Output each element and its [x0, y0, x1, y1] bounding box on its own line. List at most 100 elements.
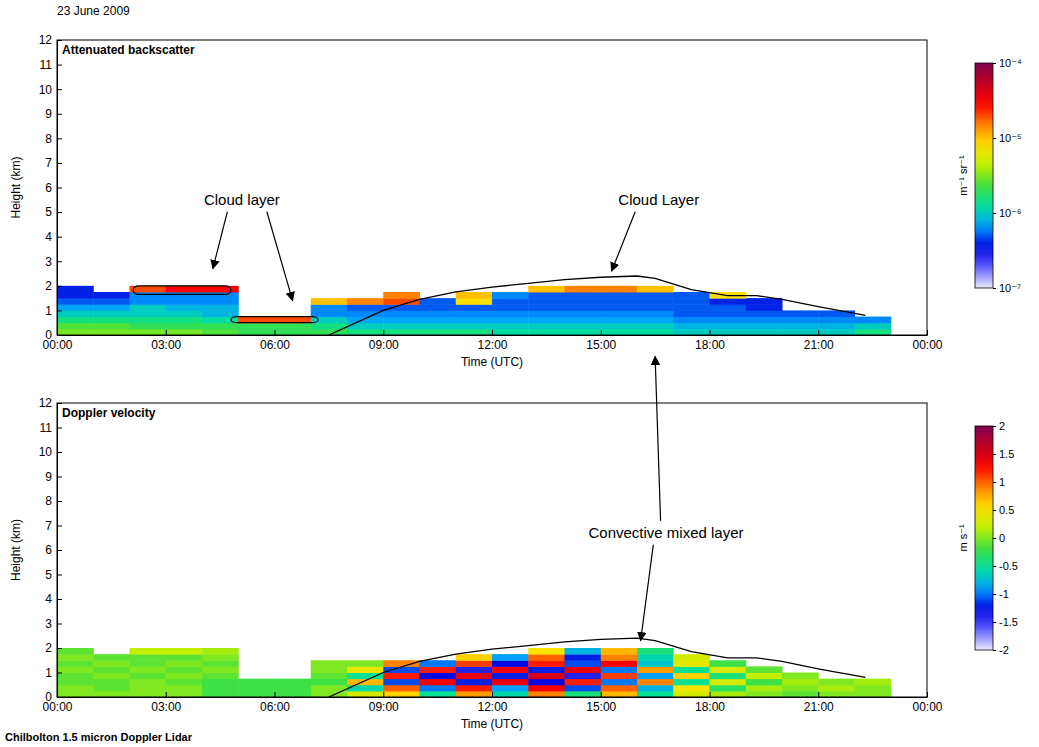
- tick-mark: [993, 538, 996, 539]
- colorbar-title: m⁻¹ sr⁻¹: [957, 155, 969, 196]
- tick-label: 18:00: [695, 700, 725, 714]
- panel: 00:0003:0006:0009:0012:0015:0018:0021:00…: [9, 356, 1018, 731]
- tick-label: 12:00: [477, 338, 507, 352]
- heatmap-cell: [673, 310, 710, 317]
- heatmap-cell: [383, 329, 420, 335]
- heatmap-cell: [601, 654, 638, 661]
- tick-mark: [818, 330, 819, 335]
- tick-label: 8: [45, 494, 52, 508]
- tick-mark: [57, 237, 62, 238]
- tick-label: 12:00: [477, 700, 507, 714]
- heatmap-cell: [601, 317, 638, 324]
- heatmap-cell: [637, 660, 674, 667]
- heatmap-cell: [130, 660, 167, 667]
- heatmap-cell: [565, 286, 602, 293]
- tick: 12: [39, 396, 62, 410]
- heatmap-cell: [818, 691, 855, 697]
- tick-label: 1: [45, 304, 52, 318]
- heatmap-cell: [637, 691, 674, 697]
- heatmap-cell: [673, 304, 710, 311]
- tick-label: 18:00: [695, 338, 725, 352]
- heatmap-cell: [93, 660, 130, 667]
- x-axis-title: Time (UTC): [461, 355, 523, 369]
- heatmap-cell: [601, 292, 638, 299]
- colorbar-axis: 10⁻⁷10⁻⁶10⁻⁵10⁻⁴: [993, 57, 1022, 294]
- tick-label: 1: [999, 476, 1005, 488]
- heatmap-cell: [311, 673, 348, 680]
- heatmap-cell: [818, 329, 855, 335]
- heatmap-cell: [818, 323, 855, 330]
- tick-mark: [57, 65, 62, 66]
- heatmap-cell: [710, 329, 747, 335]
- heatmap-cell: [746, 329, 783, 335]
- heatmap-cell: [710, 691, 747, 697]
- heatmap-cell: [130, 666, 167, 673]
- tick-label: 10⁻⁷: [999, 282, 1021, 294]
- heatmap-cell: [57, 310, 94, 317]
- heatmap-cell: [565, 691, 602, 697]
- heatmap-cell: [57, 317, 94, 324]
- heatmap-cell: [456, 673, 493, 680]
- tick-mark: [818, 692, 819, 697]
- tick-mark: [57, 40, 62, 41]
- heatmap-cell: [565, 304, 602, 311]
- heatmap-cell: [130, 685, 167, 692]
- heatmap-cell: [202, 679, 239, 686]
- heatmap-cell: [528, 654, 565, 661]
- heatmap-cell: [710, 310, 747, 317]
- tick-mark: [601, 692, 602, 697]
- tick: 6: [45, 181, 62, 195]
- tick-mark: [57, 403, 62, 404]
- heatmap-cell: [637, 679, 674, 686]
- heatmap-cell: [420, 666, 457, 673]
- heatmap-cell: [746, 317, 783, 324]
- tick: 5: [45, 568, 62, 582]
- cloud-box: [231, 317, 318, 323]
- tick: 2: [45, 641, 62, 655]
- heatmap-cell: [565, 329, 602, 335]
- heatmap-cell: [710, 666, 747, 673]
- tick-label: 10⁻⁴: [999, 57, 1022, 69]
- heatmap-cell: [383, 317, 420, 324]
- heatmap-cell: [202, 666, 239, 673]
- tick: 11: [40, 58, 62, 72]
- heatmap-cell: [710, 323, 747, 330]
- tick: -1: [993, 588, 1009, 600]
- tick: 1: [993, 476, 1005, 488]
- heatmap-cell: [746, 685, 783, 692]
- heatmap-cell: [130, 304, 167, 311]
- tick-mark: [492, 330, 493, 335]
- heatmap-cell: [528, 685, 565, 692]
- heatmap-cell: [311, 323, 348, 330]
- heatmap-cell: [601, 666, 638, 673]
- tick-label: 8: [45, 132, 52, 146]
- tick: 4: [45, 230, 62, 244]
- heatmap-cell: [565, 679, 602, 686]
- boundary-line: [329, 276, 866, 335]
- plot-area: [57, 276, 891, 335]
- heatmap-cell: [528, 286, 565, 293]
- heatmap-cell: [275, 329, 312, 335]
- heatmap-cell: [528, 310, 565, 317]
- tick: 09:00: [369, 692, 399, 714]
- annotation: Convective mixed layer: [588, 524, 743, 541]
- heatmap-cell: [565, 310, 602, 317]
- heatmap-cell: [57, 673, 94, 680]
- tick-label: 7: [45, 156, 52, 170]
- heatmap-cell: [637, 648, 674, 655]
- colorbar: [975, 63, 993, 288]
- tick-mark: [993, 454, 996, 455]
- heatmap-cell: [456, 679, 493, 686]
- heatmap-cell: [57, 286, 94, 293]
- heatmap-cell: [93, 329, 130, 335]
- heatmap-cell: [746, 691, 783, 697]
- tick: 18:00: [695, 330, 725, 352]
- tick-label: 0: [999, 532, 1005, 544]
- heatmap-cell: [166, 673, 203, 680]
- heatmap-cell: [275, 685, 312, 692]
- heatmap-cell: [673, 292, 710, 299]
- tick-label: 10: [39, 445, 53, 459]
- heatmap-cell: [818, 317, 855, 324]
- axis-line: [993, 64, 994, 289]
- tick: 21:00: [804, 330, 834, 352]
